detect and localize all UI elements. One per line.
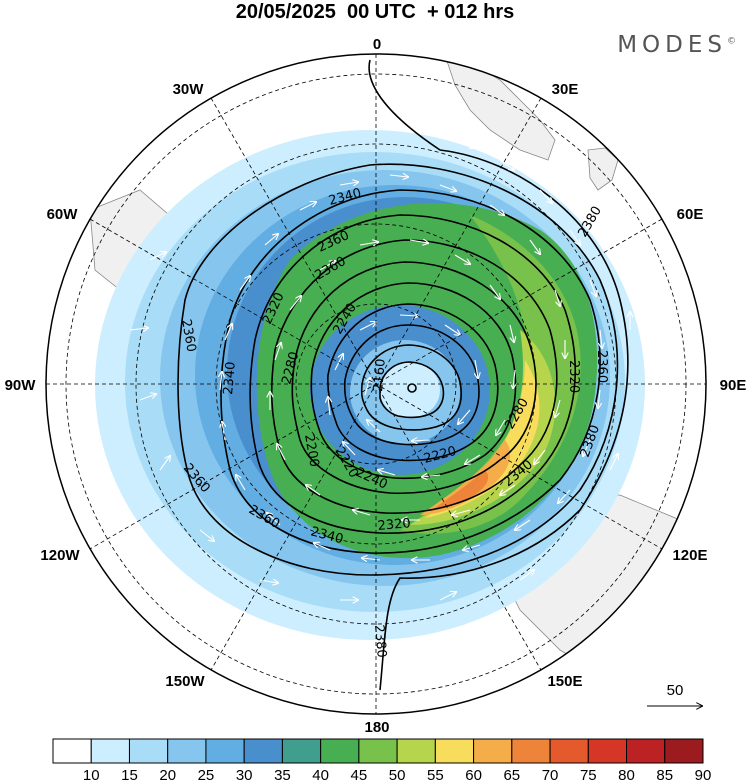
land-madagascar <box>587 147 619 191</box>
contour-label: 2200 <box>301 433 322 468</box>
lon-label-120w: 120W <box>40 547 80 564</box>
height-contours <box>177 59 629 691</box>
contour-2320 <box>249 214 576 534</box>
brand-logo: MODES© <box>617 32 736 58</box>
colorbar-swatch <box>281 738 322 764</box>
contour-2240 <box>327 303 499 462</box>
shade-70 <box>432 470 489 510</box>
contour-2200 <box>360 344 462 431</box>
colorbar-tick-label: 35 <box>274 767 291 782</box>
lon-label-30w: 30W <box>173 81 205 98</box>
colorbar-tick-label: 15 <box>121 767 138 782</box>
colorbar-tick-label: 55 <box>427 767 444 782</box>
map-title: 20/05/2025 00 UTC + 012 hrs <box>235 1 515 23</box>
lon-label-90w: 90W <box>5 377 37 394</box>
lon-label-60e: 60E <box>677 206 704 223</box>
vector-reference: 50 <box>647 682 702 706</box>
lon-label-60w: 60W <box>47 206 79 223</box>
contour-label: 2380 <box>371 624 389 658</box>
colorbar-swatch <box>396 738 436 764</box>
colorbar-swatch <box>90 738 130 764</box>
colorbar-swatch <box>358 738 398 764</box>
colorbar-swatch <box>664 738 704 764</box>
colorbar-swatch <box>320 738 360 764</box>
colorbar-tick-label: 25 <box>198 767 215 782</box>
colorbar-tick-label: 80 <box>618 767 635 782</box>
colorbar-swatch <box>205 738 245 764</box>
contour-label: 2320 <box>377 516 411 534</box>
colorbar: 10 15 20 25 30 35 40 45 50 55 60 65 70 75 80 85 90 <box>52 738 712 782</box>
graticule <box>46 54 706 714</box>
contour-label: 2160 <box>371 358 389 392</box>
colorbar-swatch <box>626 738 666 764</box>
vector-reference-label: 50 <box>667 682 684 699</box>
lon-label-120e: 120E <box>672 547 707 564</box>
contour-2280 <box>291 261 537 495</box>
wind-shading <box>95 130 645 640</box>
colorbar-tick-label: 60 <box>465 767 482 782</box>
lon-label-180: 180 <box>364 719 389 736</box>
colorbar-tick-label: 70 <box>542 767 559 782</box>
lon-label-150w: 150W <box>165 673 205 690</box>
longitude-labels: 0 30E 60E 90E 120E 150E 180 150W 120W 90… <box>5 36 747 736</box>
colorbar-tick-label: 45 <box>351 767 368 782</box>
colorbar-tick-label: 85 <box>656 767 673 782</box>
colorbar-swatch <box>587 738 628 764</box>
shade-55 <box>410 330 556 525</box>
colorbar-tick-label: 50 <box>389 767 406 782</box>
contour-2220 <box>343 324 480 446</box>
colorbar-swatch <box>434 738 475 764</box>
colorbar-swatch <box>473 738 513 764</box>
contour-label: 2360 <box>178 318 199 353</box>
colorbar-tick-label: 20 <box>159 767 176 782</box>
map-boundary <box>45 53 707 715</box>
contour-label: 2320 <box>566 360 581 393</box>
contour-2300 <box>270 239 558 514</box>
contour-2340 <box>220 189 601 554</box>
colorbar-swatch <box>549 738 589 764</box>
colorbar-swatch <box>511 738 551 764</box>
copyright-mark: © <box>727 36 736 47</box>
colorbar-swatch <box>243 738 283 764</box>
colorbar-swatch <box>128 738 169 764</box>
inner-vortex-eye <box>380 362 440 418</box>
colorbar-tick-label: 10 <box>83 767 100 782</box>
contour-2380 <box>368 59 629 691</box>
colorbar-tick-label: 40 <box>312 767 329 782</box>
contour-2260 <box>310 282 517 480</box>
colorbar-swatch <box>52 738 92 764</box>
contour-label: 2360 <box>594 350 609 383</box>
lon-label-30e: 30E <box>552 81 579 98</box>
colorbar-swatch <box>167 738 207 764</box>
wind-vectors <box>129 118 630 600</box>
colorbar-tick-label: 90 <box>695 767 712 782</box>
colorbar-tick-label: 30 <box>236 767 253 782</box>
map-disk <box>46 54 706 714</box>
lon-label-150e: 150E <box>547 673 582 690</box>
lon-label-0: 0 <box>373 36 381 53</box>
lon-label-90e: 90E <box>720 377 747 394</box>
contour-label: 2340 <box>221 361 239 395</box>
brand-name: MODES <box>617 32 727 58</box>
colorbar-tick-label: 65 <box>503 767 520 782</box>
colorbar-tick-label: 75 <box>580 767 597 782</box>
